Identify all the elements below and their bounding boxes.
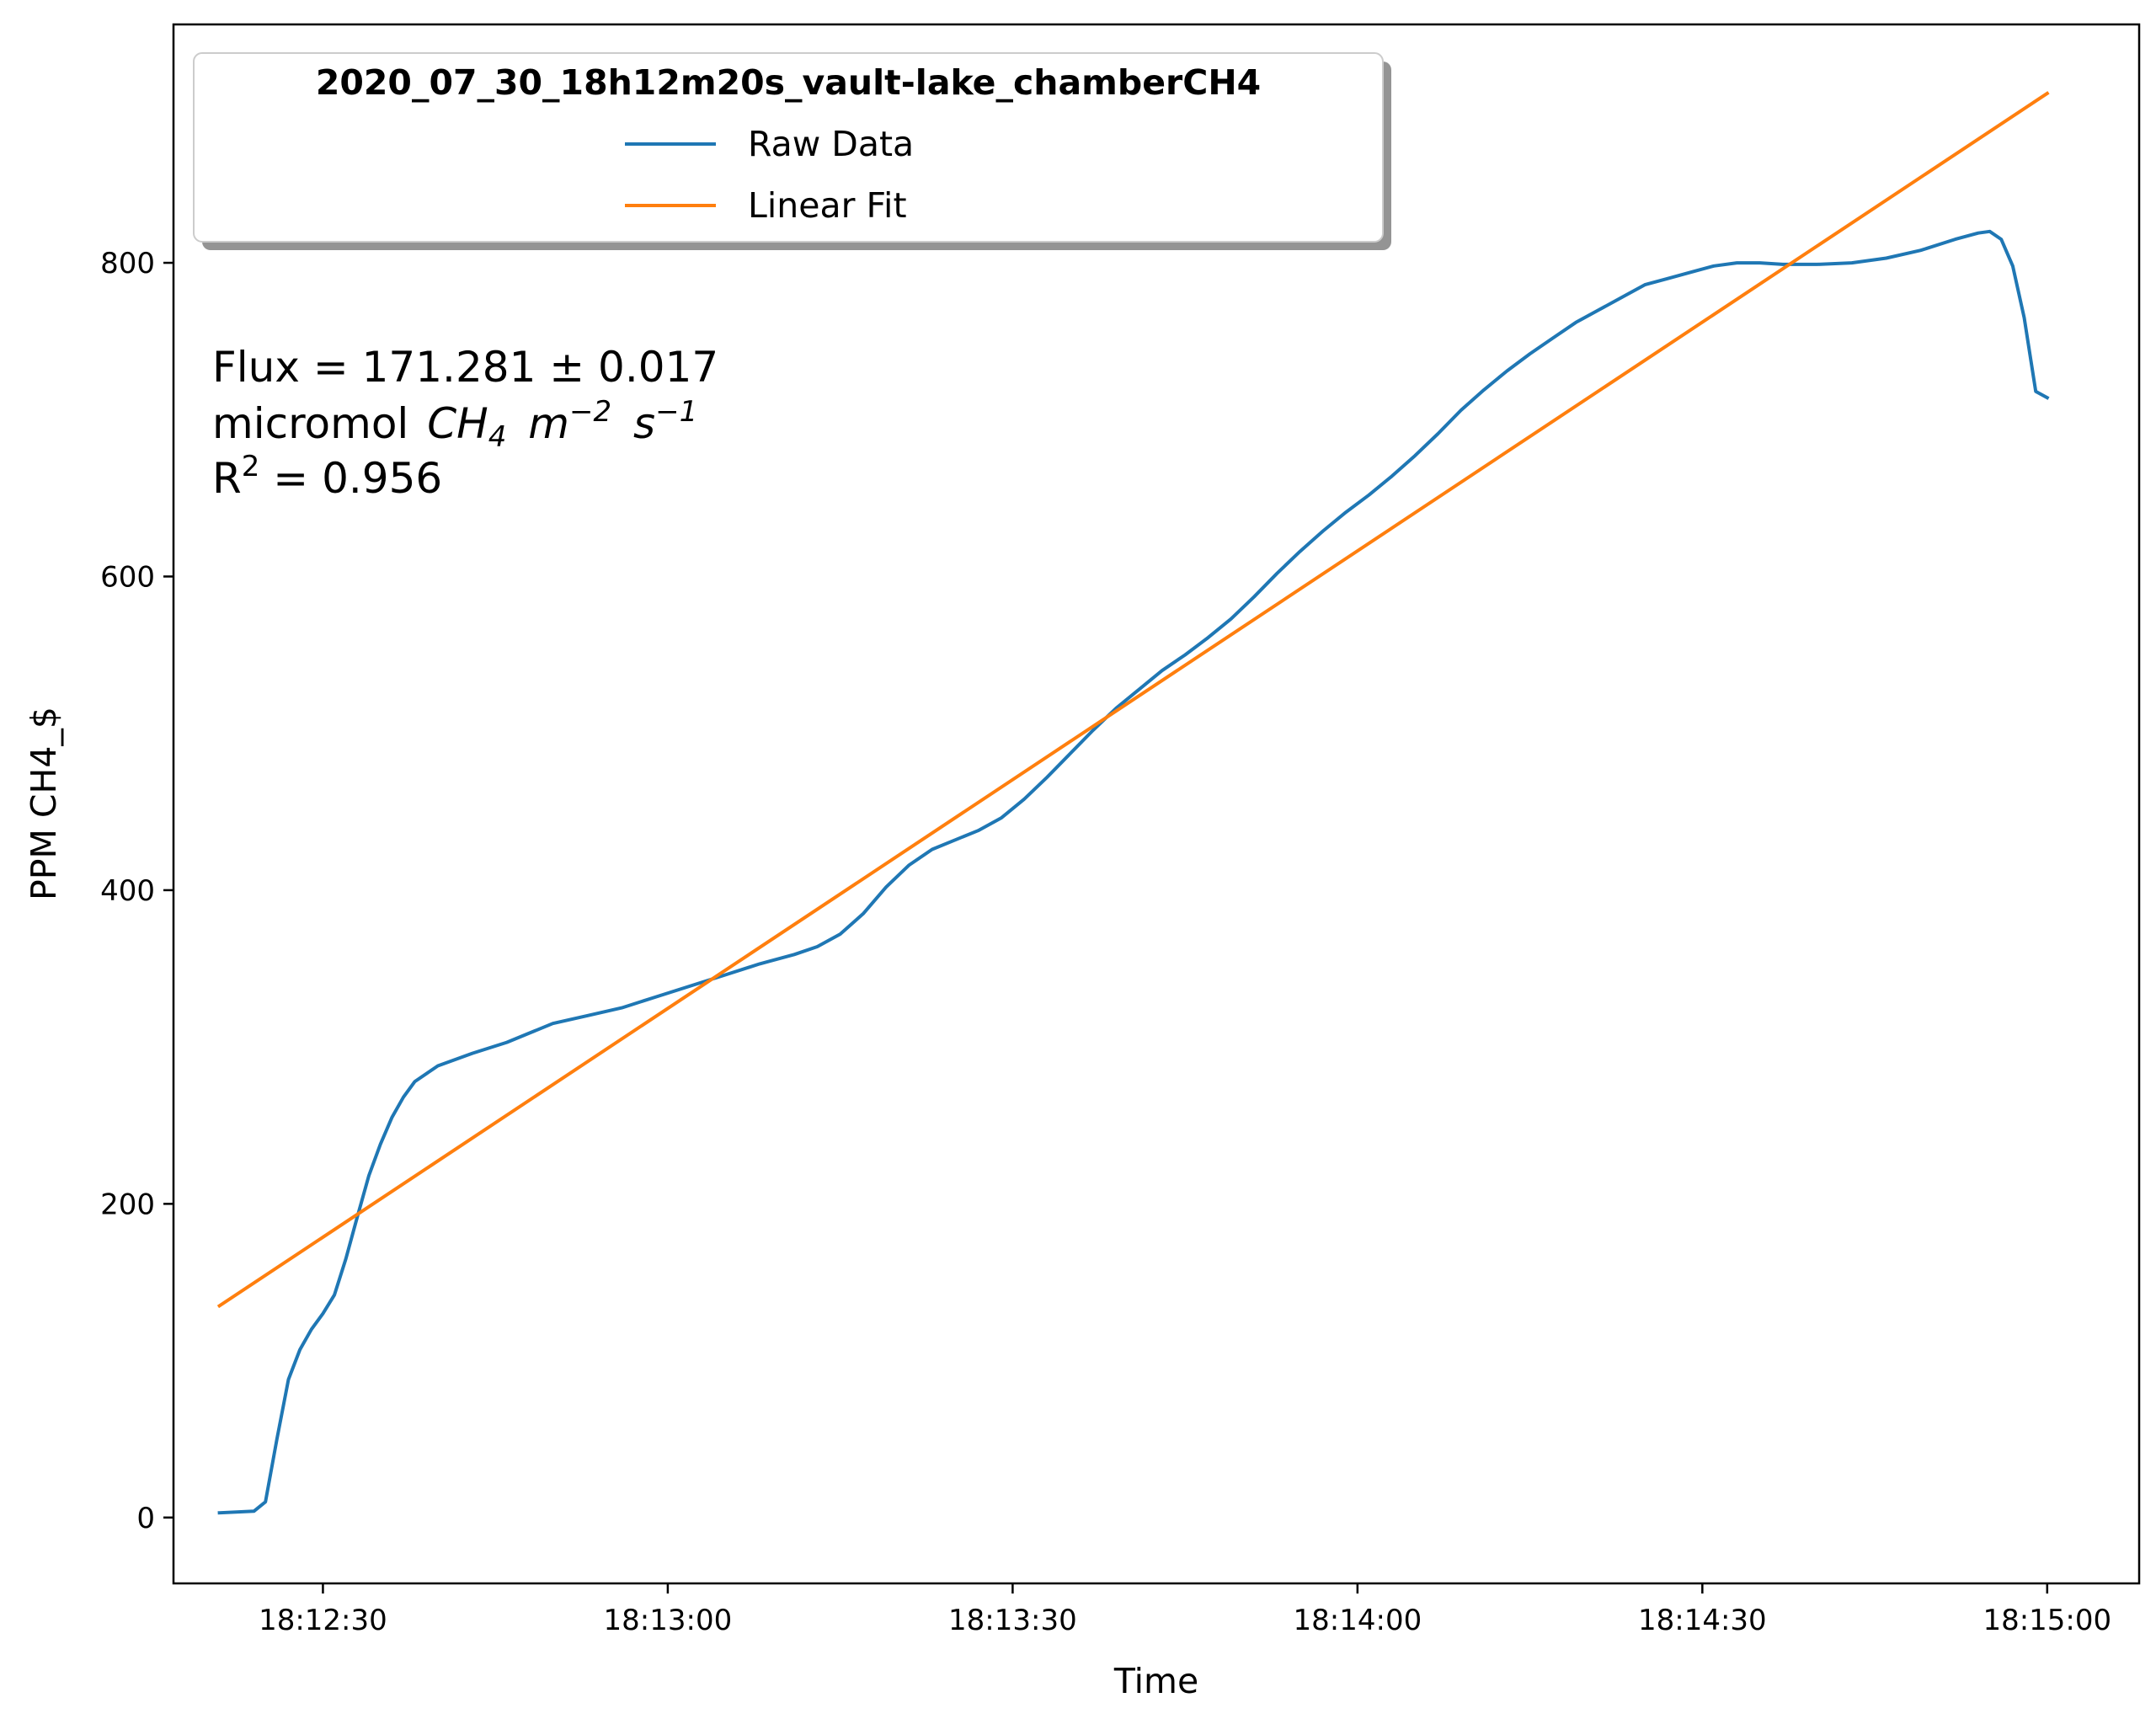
x-tick-label: 18:14:00 xyxy=(1294,1604,1422,1637)
r-squared-text: R2 = 0.956 xyxy=(212,450,442,503)
x-axis-label: Time xyxy=(1113,1661,1198,1701)
x-axis-ticks: 18:12:30 18:13:00 18:13:30 18:14:00 18:14:30… xyxy=(259,1583,2111,1637)
y-tick-label: 400 xyxy=(100,874,155,908)
x-tick-label: 18:14:30 xyxy=(1638,1604,1767,1637)
y-tick-label: 200 xyxy=(100,1188,155,1221)
plot-lines xyxy=(216,91,2050,1515)
x-tick-label: 18:13:30 xyxy=(948,1604,1077,1637)
y-tick-label: 600 xyxy=(100,560,155,594)
flux-annotation: Flux = 171.281 ± 0.017 micromol CH4 m−2 … xyxy=(212,343,718,503)
y-axis-label: PPM CH4_$ xyxy=(24,707,64,900)
legend-box xyxy=(193,52,1384,243)
legend-label-linear-fit: Linear Fit xyxy=(748,185,907,226)
x-tick-label: 18:13:00 xyxy=(604,1604,733,1637)
axes-frame xyxy=(172,23,2141,1585)
y-tick-label: 800 xyxy=(100,247,155,280)
legend-title: 2020_07_30_18h12m20s_vault-lake_chamberC… xyxy=(316,62,1261,103)
legend: 2020_07_30_18h12m20s_vault-lake_chamberC… xyxy=(193,52,1391,250)
legend-label-raw-data: Raw Data xyxy=(748,124,914,164)
y-axis-ticks: 0 200 400 600 800 xyxy=(100,247,173,1535)
series-line-linear-fit xyxy=(216,91,2050,1309)
x-tick-label: 18:12:30 xyxy=(259,1604,387,1637)
flux-value-text: Flux = 171.281 ± 0.017 xyxy=(212,343,718,392)
series-line-raw-data xyxy=(217,229,2050,1515)
flux-units-text: micromol CH4 m−2 s−1 xyxy=(212,382,697,456)
y-tick-label: 0 xyxy=(136,1502,155,1535)
x-tick-label: 18:15:00 xyxy=(1983,1604,2111,1637)
